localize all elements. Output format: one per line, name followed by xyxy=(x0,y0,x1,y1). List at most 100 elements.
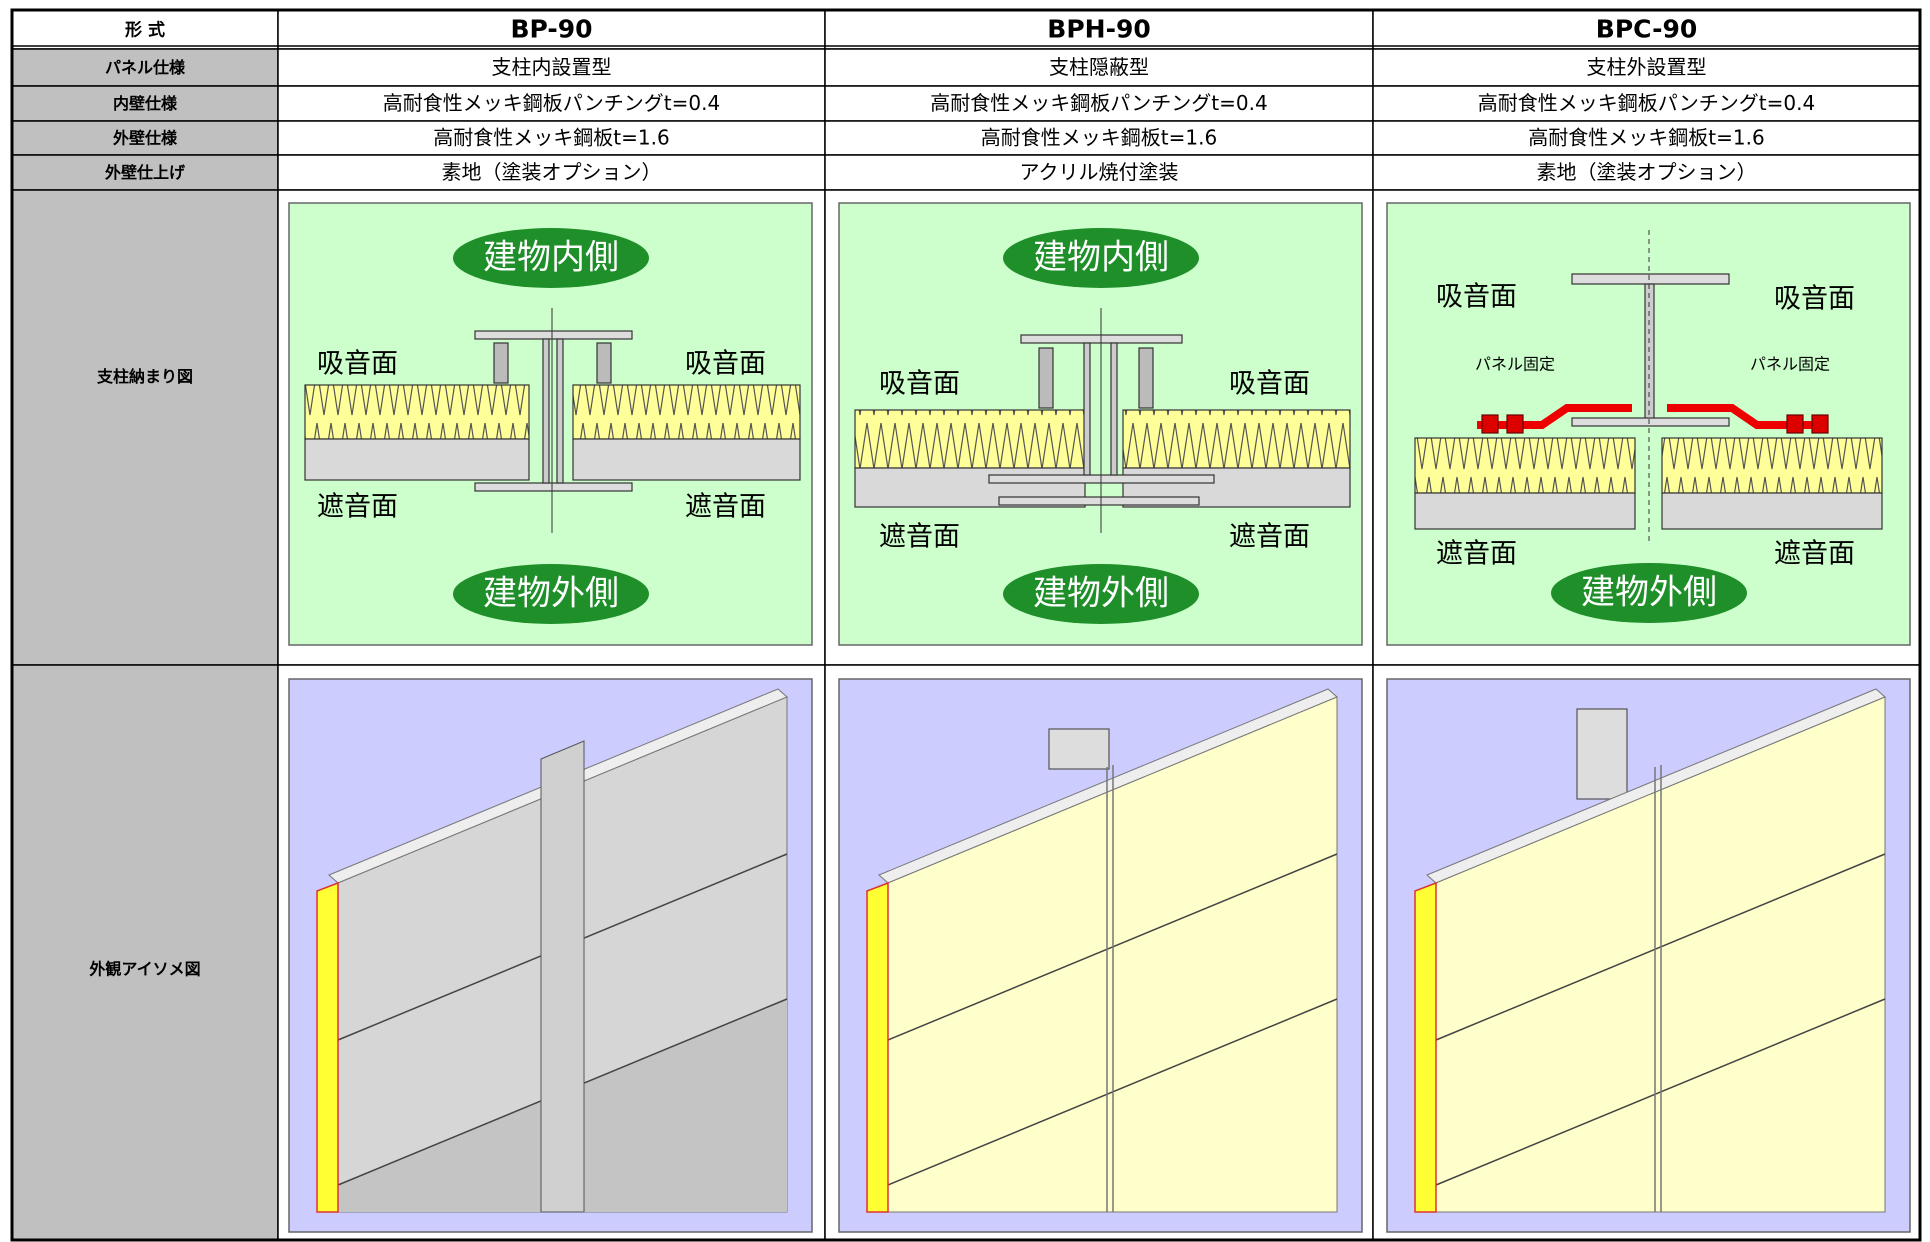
spec-value: 素地（塗装オプション） xyxy=(1537,160,1757,184)
diagram-label: 遮音面 xyxy=(685,492,766,523)
shape xyxy=(1481,414,1499,434)
shape xyxy=(474,482,633,492)
label-oval xyxy=(453,564,649,624)
spec-value: 支柱内設置型 xyxy=(492,55,612,79)
diagram-label: 遮音面 xyxy=(879,522,960,553)
iso-edge xyxy=(316,881,339,1213)
row-label: 外壁仕上げ xyxy=(104,163,186,182)
shape xyxy=(1786,414,1804,434)
shape xyxy=(1571,417,1730,427)
diagram-label: 遮音面 xyxy=(1229,522,1310,553)
cell xyxy=(277,154,826,191)
oval-label: 建物外側 xyxy=(1581,573,1717,613)
diagram-label: 吸音面 xyxy=(317,349,398,380)
spec-value: 高耐食性メッキ鋼板t=1.6 xyxy=(433,126,669,150)
shape xyxy=(1083,342,1091,476)
cell xyxy=(1372,154,1921,191)
label-oval xyxy=(1003,564,1199,624)
model-name: BP-90 xyxy=(510,15,592,44)
shape xyxy=(1048,728,1110,770)
oval-label: 建物外側 xyxy=(1033,574,1169,614)
shape xyxy=(304,384,530,440)
diagram-label: パネル固定 xyxy=(1475,355,1555,374)
cell xyxy=(277,48,826,87)
shape xyxy=(596,342,612,384)
shape xyxy=(1576,708,1628,800)
shape xyxy=(1110,342,1118,476)
cell xyxy=(824,154,1374,191)
label-oval xyxy=(1551,563,1747,623)
spec-value: 高耐食性メッキ鋼板パンチングt=0.4 xyxy=(383,91,720,115)
model-name: BPC-90 xyxy=(1596,15,1697,44)
shape xyxy=(493,342,509,384)
cell xyxy=(277,120,826,156)
label-oval xyxy=(1003,228,1199,288)
row-label: 内壁仕様 xyxy=(113,94,178,113)
shape xyxy=(1811,414,1829,434)
shape xyxy=(1414,492,1636,530)
spec-value: 高耐食性メッキ鋼板パンチングt=0.4 xyxy=(1478,91,1815,115)
spec-value: 支柱外設置型 xyxy=(1587,55,1707,79)
isometric-view xyxy=(1386,678,1911,1233)
shape xyxy=(1661,437,1883,494)
spec-value: アクリル焼付塗装 xyxy=(1020,160,1179,184)
spec-value: 素地（塗装オプション） xyxy=(442,160,662,184)
shape xyxy=(304,438,530,481)
table-border xyxy=(10,8,1922,1242)
row-label: 外壁仕様 xyxy=(112,129,178,148)
iso-edge xyxy=(1414,881,1437,1213)
spec-value: 高耐食性メッキ鋼板t=1.6 xyxy=(981,126,1217,150)
cell xyxy=(277,9,826,50)
shape xyxy=(1414,437,1636,494)
diagram-label: 吸音面 xyxy=(685,349,766,380)
isometric-view xyxy=(838,678,1363,1233)
cell xyxy=(277,85,826,122)
cell xyxy=(11,9,279,50)
shape xyxy=(1138,347,1154,409)
cell xyxy=(1372,48,1921,87)
diagram-label: 吸音面 xyxy=(879,369,960,400)
diagram-label: 遮音面 xyxy=(1774,539,1855,570)
shape xyxy=(1122,409,1351,469)
model-name: BPH-90 xyxy=(1047,15,1150,44)
shape xyxy=(1506,414,1524,434)
diagram-label: 吸音面 xyxy=(1436,282,1517,313)
shape xyxy=(1038,347,1054,409)
shape xyxy=(998,496,1200,506)
shape xyxy=(1661,492,1883,530)
shape xyxy=(572,384,801,440)
spec-value: 高耐食性メッキ鋼板パンチングt=0.4 xyxy=(930,91,1267,115)
row-label: パネル仕様 xyxy=(105,58,186,77)
oval-label: 建物内側 xyxy=(483,238,619,278)
diagram-label: パネル固定 xyxy=(1750,355,1830,374)
label-oval xyxy=(453,228,649,288)
oval-label: 建物外側 xyxy=(483,574,619,614)
cell xyxy=(11,664,279,1241)
shape xyxy=(556,338,564,484)
iso-post xyxy=(540,740,585,1213)
shape xyxy=(542,338,550,484)
spec-value: 高耐食性メッキ鋼板t=1.6 xyxy=(1528,126,1764,150)
isometric-view xyxy=(288,678,813,1233)
cell xyxy=(1372,120,1921,156)
shape xyxy=(1571,273,1730,285)
shape xyxy=(572,438,801,481)
cell xyxy=(1372,85,1921,122)
diagram-label: 遮音面 xyxy=(1436,539,1517,570)
diagram-label: 遮音面 xyxy=(317,492,398,523)
row-label: 支柱納まり図 xyxy=(96,367,193,386)
diagram-label: 吸音面 xyxy=(1774,284,1855,315)
header-label: 形 式 xyxy=(125,20,165,41)
diagram-label: 吸音面 xyxy=(1229,369,1310,400)
row-label: 外観アイソメ図 xyxy=(88,960,200,979)
shape xyxy=(854,409,1086,469)
iso-edge xyxy=(866,881,889,1213)
cell xyxy=(11,189,279,666)
spec-value: 支柱隠蔽型 xyxy=(1049,55,1149,79)
shape xyxy=(474,330,633,340)
